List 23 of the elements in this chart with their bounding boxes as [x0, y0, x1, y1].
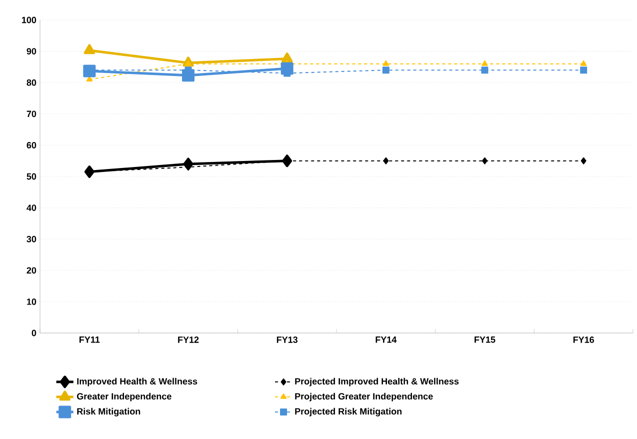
legend-label: Projected Greater Independence	[295, 392, 433, 402]
x-tick-label: FY14	[376, 336, 397, 343]
y-tick-label: 100	[22, 16, 36, 24]
legend-label: Risk Mitigation	[77, 408, 140, 416]
y-tick-label: 0	[32, 330, 36, 336]
legend-label: Projected Risk Mitigation	[295, 408, 402, 416]
legend-label: Improved Health & Wellness	[77, 378, 198, 386]
y-tick-label: 90	[26, 48, 36, 54]
x-tick-label: FY15	[474, 336, 496, 343]
legend-label: Projected Improved Health & Wellness	[295, 378, 459, 386]
y-tick-label: 20	[26, 267, 36, 274]
y-tick-label: 40	[26, 204, 36, 211]
x-tick-label: FY11	[80, 336, 100, 343]
legend-label: Greater Independence	[77, 392, 172, 402]
y-tick-label: 70	[26, 110, 36, 118]
y-tick-label: 60	[26, 142, 36, 148]
y-tick-label: 50	[26, 173, 36, 180]
y-tick-label: 10	[27, 298, 36, 305]
y-tick-label: 80	[26, 79, 36, 86]
y-tick-label: 30	[26, 236, 36, 242]
x-tick-label: FY16	[573, 336, 594, 343]
x-tick-label: FY13	[276, 336, 298, 343]
x-tick-label: FY12	[178, 336, 199, 343]
